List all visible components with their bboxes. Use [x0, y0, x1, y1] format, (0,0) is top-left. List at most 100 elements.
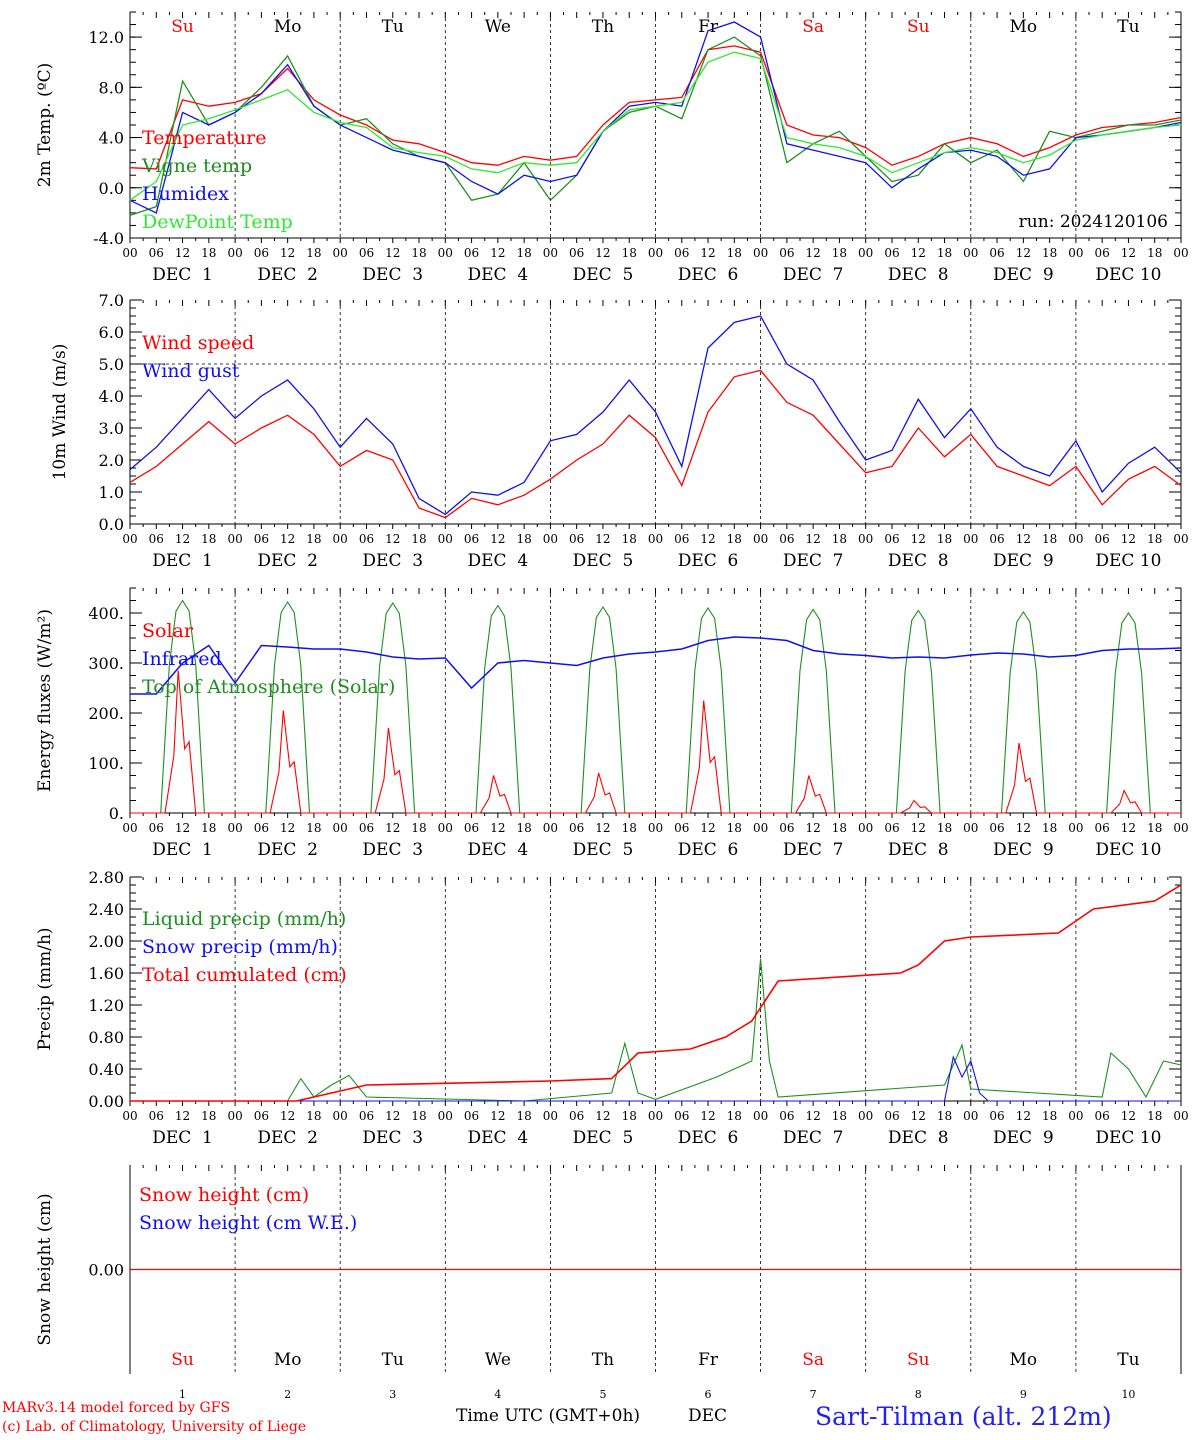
x-hour-label: 12 [280, 1109, 295, 1123]
weekday-label-top: Tu [382, 17, 404, 37]
x-hour-label: 06 [149, 1109, 164, 1123]
x-hour-label: 12 [280, 246, 295, 260]
x-hour-label: 00 [963, 246, 978, 260]
x-hour-label: 00 [648, 821, 663, 835]
x-hour-label: 12 [700, 1109, 715, 1123]
x-hour-label: 12 [700, 246, 715, 260]
legend-entry: Wind speed [142, 332, 254, 354]
y-tick-label: 1.0 [99, 483, 124, 502]
x-hour-label: 18 [1042, 821, 1057, 835]
x-hour-label: 00 [1173, 1109, 1188, 1123]
y-tick-label: 2.0 [99, 451, 124, 470]
x-hour-label: 00 [333, 532, 348, 546]
legend-entry: Solar [142, 620, 194, 642]
x-day-label: DEC 5 [573, 265, 634, 285]
x-day-label: DEC 7 [783, 265, 844, 285]
x-hour-label: 18 [622, 532, 637, 546]
x-hour-label: 06 [884, 1109, 899, 1123]
x-hour-label: 12 [595, 246, 610, 260]
weekday-label-top: Tu [1117, 17, 1139, 37]
x-hour-label: 18 [306, 246, 321, 260]
x-hour-label: 12 [1016, 821, 1031, 835]
x-hour-label: 00 [648, 532, 663, 546]
x-hour-label: 18 [1147, 821, 1162, 835]
x-hour-label: 06 [359, 532, 374, 546]
series-line-liquid [130, 958, 1182, 1102]
x-hour-label: 06 [674, 1109, 689, 1123]
x-hour-label: 00 [543, 1109, 558, 1123]
x-hour-label: 00 [543, 532, 558, 546]
weekday-label-top: Sa [802, 17, 824, 37]
y-axis-title: 10m Wind (m/s) [50, 344, 70, 481]
legend-entry: Top of Atmosphere (Solar) [142, 676, 395, 698]
series-line-snow [130, 1055, 1181, 1102]
legend-entry: Snow precip (mm/h) [142, 936, 338, 958]
x-day-label: DEC 6 [678, 1128, 739, 1148]
x-hour-label: 06 [674, 246, 689, 260]
x-hour-label: 06 [149, 246, 164, 260]
x-hour-label: 06 [359, 1109, 374, 1123]
x-day-label: DEC 3 [362, 265, 423, 285]
x-day-label: DEC 9 [993, 265, 1054, 285]
x-hour-label: 06 [674, 532, 689, 546]
x-hour-label: 12 [175, 246, 190, 260]
x-hour-label: 06 [359, 246, 374, 260]
x-hour-label: 06 [254, 821, 269, 835]
x-hour-label: 00 [858, 246, 873, 260]
x-hour-label: 12 [1121, 532, 1136, 546]
x-day-label: DEC 8 [888, 1128, 949, 1148]
day-number-label: 8 [915, 1388, 922, 1401]
x-hour-label: 00 [1173, 246, 1188, 260]
weekday-label-top: Th [592, 17, 614, 37]
y-axis-title: Snow height (cm) [35, 1193, 55, 1345]
x-hour-label: 06 [1095, 532, 1110, 546]
x-hour-label: 18 [622, 246, 637, 260]
x-day-label: DEC 4 [468, 840, 529, 860]
x-hour-label: 00 [438, 532, 453, 546]
x-axis-title: Time UTC (GMT+0h) [456, 1406, 641, 1426]
x-day-label: DEC 6 [678, 840, 739, 860]
x-hour-label: 00 [753, 1109, 768, 1123]
x-hour-label: 06 [569, 1109, 584, 1123]
x-day-label: DEC 9 [993, 551, 1054, 571]
weekday-label-top: Su [171, 17, 194, 37]
x-hour-label: 18 [1042, 1109, 1057, 1123]
y-tick-label: 3.0 [99, 419, 124, 438]
x-hour-label: 18 [727, 821, 742, 835]
weekday-label-top: Su [907, 17, 930, 37]
x-hour-label: 18 [516, 821, 531, 835]
weekday-label-bottom: Tu [382, 1350, 404, 1370]
y-tick-label: 1.20 [88, 996, 124, 1015]
x-hour-label: 18 [727, 532, 742, 546]
x-hour-label: 18 [201, 532, 216, 546]
x-hour-label: 00 [227, 821, 242, 835]
x-hour-label: 12 [385, 821, 400, 835]
x-hour-label: 00 [858, 1109, 873, 1123]
series-line-infrared [130, 636, 1182, 695]
legend-entry: Wind gust [142, 360, 240, 382]
x-day-label: DEC 4 [468, 551, 529, 571]
x-hour-label: 12 [175, 1109, 190, 1123]
x-hour-label: 06 [254, 1109, 269, 1123]
x-axis-month: DEC [688, 1406, 728, 1426]
x-hour-label: 00 [543, 821, 558, 835]
x-hour-label: 00 [438, 246, 453, 260]
x-hour-label: 00 [858, 532, 873, 546]
x-hour-label: 06 [464, 532, 479, 546]
y-tick-label: 7.0 [99, 291, 124, 310]
station-name: Sart-Tilman (alt. 212m) [815, 1402, 1112, 1431]
day-number-label: 1 [179, 1388, 186, 1401]
x-day-label: DEC 2 [257, 1128, 318, 1148]
x-day-label: DEC 10 [1095, 265, 1161, 285]
x-hour-label: 06 [884, 532, 899, 546]
day-number-label: 6 [705, 1388, 712, 1401]
x-hour-label: 06 [989, 1109, 1004, 1123]
x-day-label: DEC 6 [678, 265, 739, 285]
x-hour-label: 18 [306, 821, 321, 835]
x-hour-label: 12 [1016, 1109, 1031, 1123]
series-line-wind-speed [129, 369, 1182, 519]
x-hour-label: 06 [884, 821, 899, 835]
x-hour-label: 00 [333, 1109, 348, 1123]
x-hour-label: 06 [779, 246, 794, 260]
day-number-label: 9 [1020, 1388, 1027, 1401]
